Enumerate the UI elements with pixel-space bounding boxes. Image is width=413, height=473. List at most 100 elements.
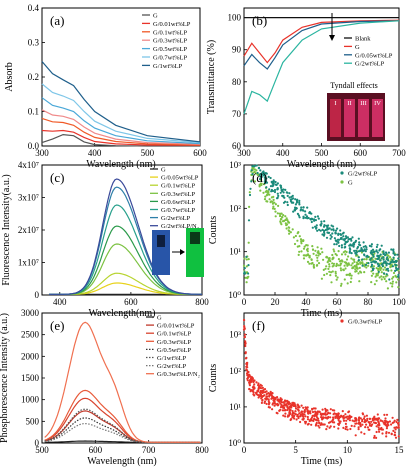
legend-entry: G [161,167,166,174]
legend-swatch [340,171,344,175]
data-point [292,210,295,213]
data-point [327,267,330,270]
data-point [315,264,318,267]
data-point [326,256,329,259]
data-point [395,260,398,264]
data-point [299,420,302,424]
data-point [329,234,332,237]
legend-entry: G/2wt%LP [157,363,187,370]
data-point [251,378,254,381]
data-point [370,424,373,427]
data-point [257,382,260,385]
data-point [385,413,389,416]
data-point [311,414,314,417]
data-point [282,414,285,417]
data-point [325,265,328,268]
data-point [339,233,342,236]
data-point [359,417,362,420]
data-point [276,182,279,185]
data-point [380,275,383,278]
x-tick-label: 60 [333,297,343,307]
data-point [296,212,299,215]
data-point [334,274,337,277]
data-point [396,253,399,256]
data-point [279,398,282,401]
data-point [283,403,286,406]
data-point [381,420,384,423]
legend-entry: G/0.05wt%LP [161,175,199,182]
data-point [297,415,300,418]
series-line [49,178,202,295]
legend-entry: G/2wt%LP [355,61,385,68]
data-point [280,186,283,189]
data-point [361,418,364,421]
data-point [357,237,360,240]
data-point [372,255,375,258]
data-point [302,415,305,418]
data-point [358,241,361,244]
data-point [330,420,333,423]
data-point [306,206,309,209]
data-point [327,411,330,414]
data-point [395,420,398,424]
data-point [275,183,278,186]
data-point [357,272,360,275]
panel-label: (f) [252,318,265,333]
data-point [283,196,286,199]
inset-photo-dark [152,230,170,275]
data-point [261,173,265,176]
series-line [243,19,400,64]
data-point [379,259,382,262]
data-point [324,410,327,413]
data-point [296,408,299,411]
data-point [279,402,282,405]
data-point [391,416,394,419]
data-point [385,427,388,430]
data-point [377,257,380,260]
data-point [344,253,347,256]
data-point [318,426,321,429]
series-line [41,97,201,145]
data-point [322,234,326,237]
data-point [296,413,299,416]
data-point [327,227,330,230]
data-point [256,173,259,176]
x-tick-label: 20 [271,297,281,307]
data-point [263,180,266,183]
data-point [250,376,254,379]
data-point [385,264,388,267]
data-point [326,425,329,428]
data-point [340,282,343,285]
legend-entry: G/1wt%LP [157,355,187,362]
data-point [314,225,317,228]
data-point [363,265,366,268]
data-point [245,258,248,261]
data-point [328,426,331,429]
data-point [332,248,335,251]
y-tick-label: 10⁰ [228,290,241,300]
data-point [370,249,373,252]
legend-entry: G/0.1wt%LP [157,331,192,338]
data-point [246,366,249,369]
data-point [323,231,326,234]
data-point [363,254,366,257]
data-point [390,269,393,272]
data-point [392,421,395,424]
x-tick-label: 5 [293,445,298,455]
data-point [392,429,395,432]
data-point [269,176,272,180]
data-point [385,257,388,261]
data-point [318,228,321,231]
data-point [310,423,313,426]
data-point [329,408,332,411]
data-point [355,263,358,267]
data-point [355,422,358,425]
data-point [298,412,301,415]
data-point [266,193,269,196]
y-tick-label: 10¹ [229,247,241,257]
data-point [286,191,289,194]
data-point [360,431,363,434]
data-point [267,398,270,401]
data-point [327,224,330,227]
data-point [361,262,364,265]
